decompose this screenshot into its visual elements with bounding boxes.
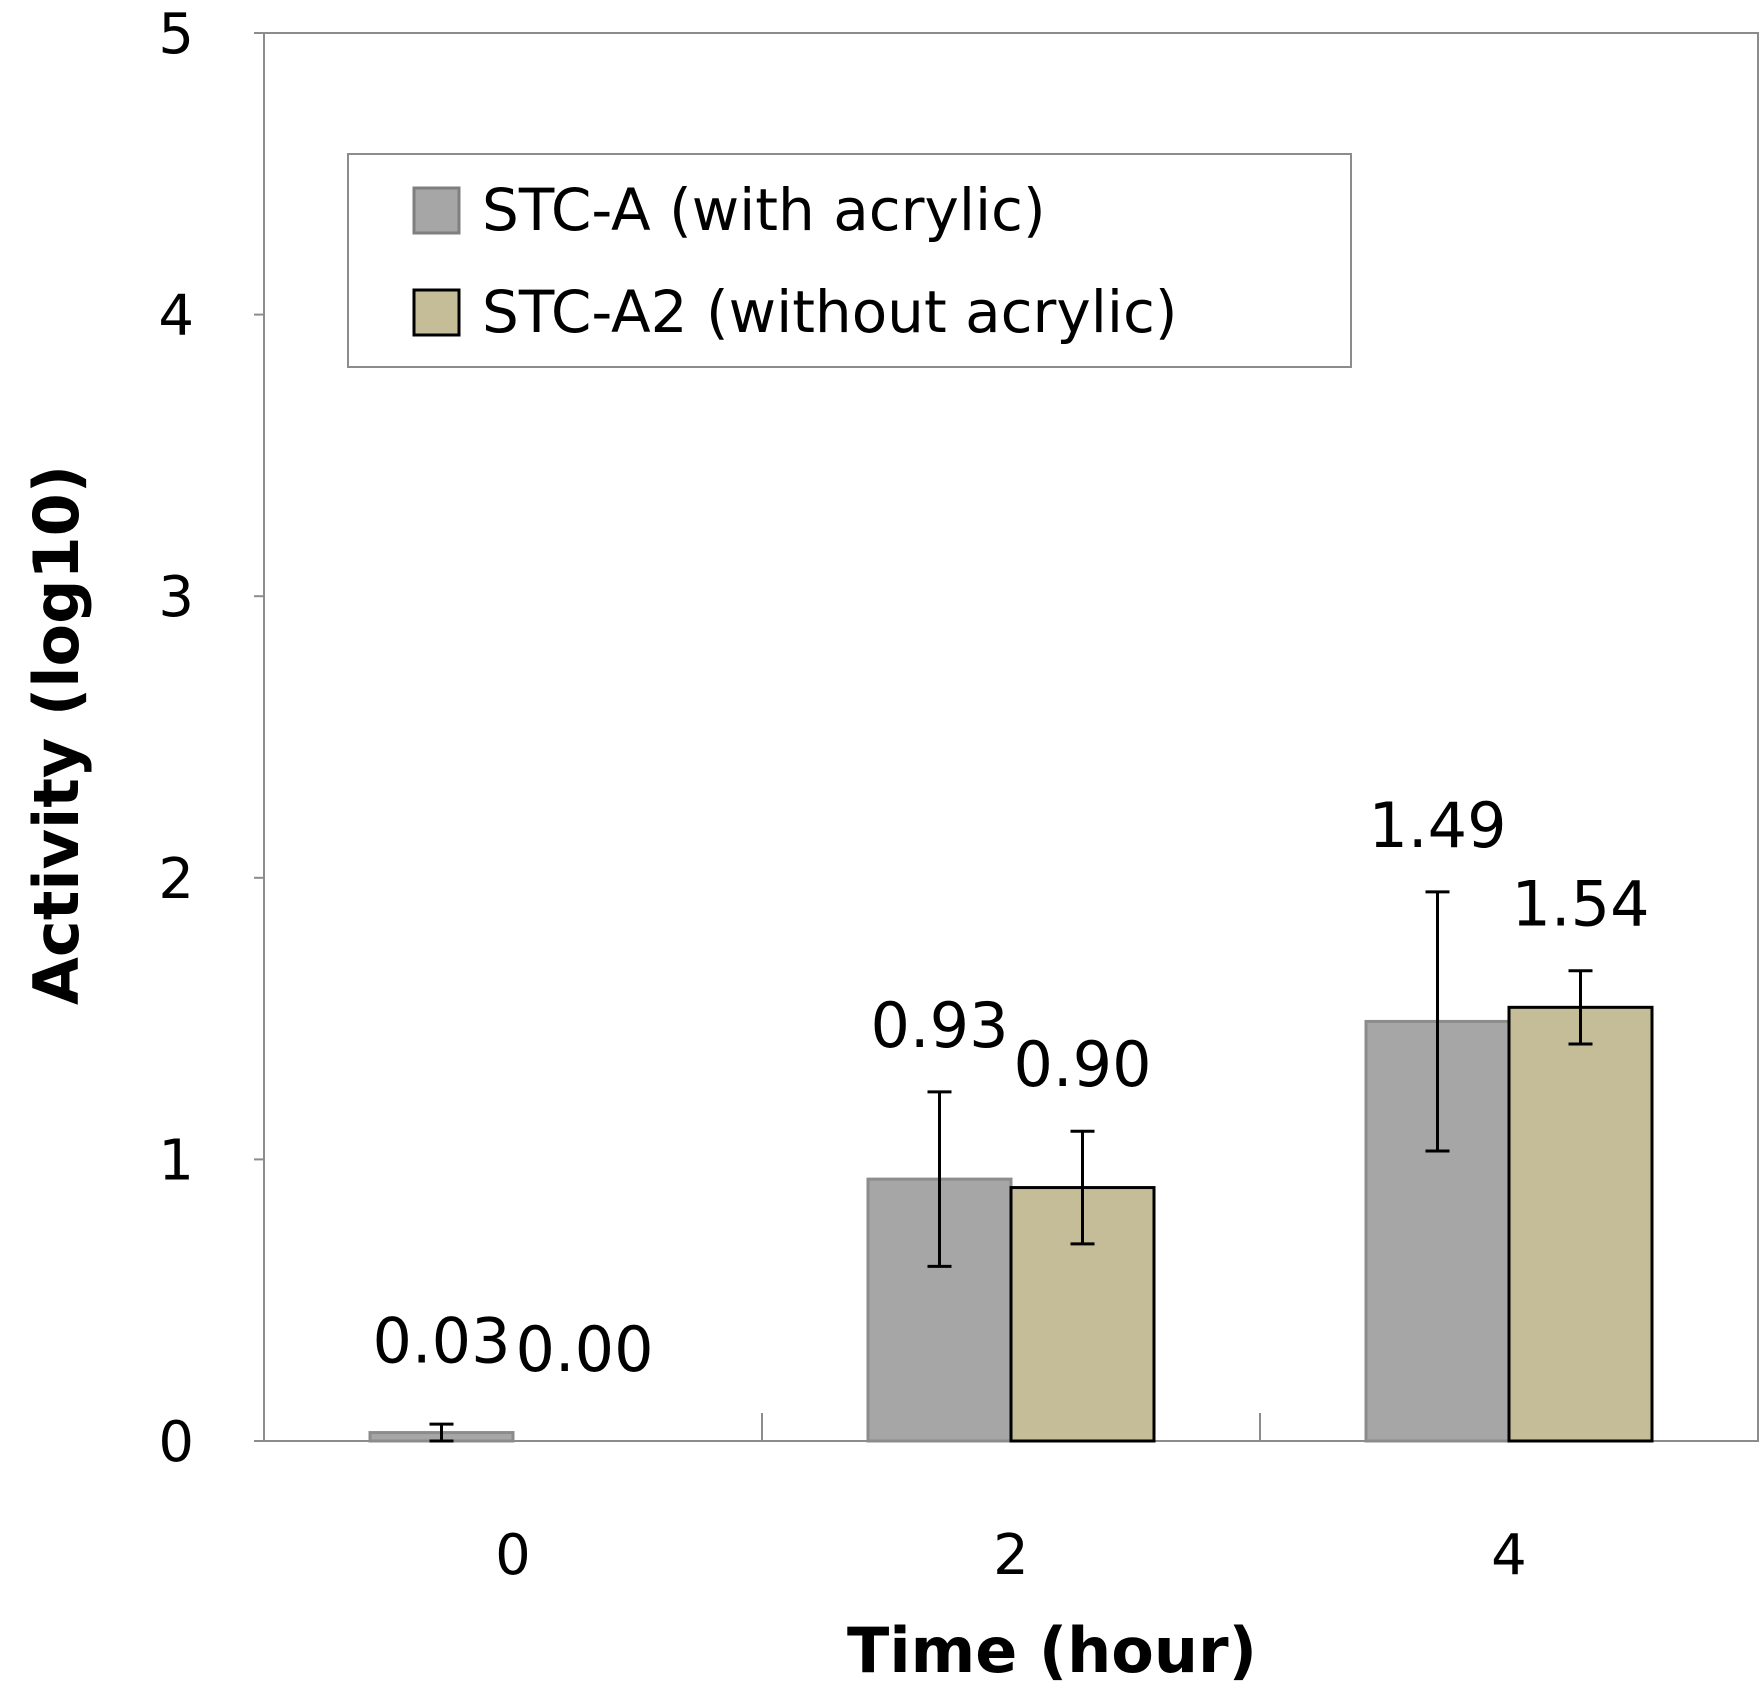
x-axis: 0 2 4	[495, 1413, 1527, 1588]
data-label: 0.90	[1013, 1028, 1151, 1101]
data-labels-group: 0.03 0.93 1.49 0.00 0.90 1.54	[372, 789, 1649, 1386]
x-tick-label: 0	[495, 1523, 531, 1588]
x-tick-label: 4	[1491, 1523, 1527, 1588]
data-label: 1.49	[1368, 789, 1506, 862]
legend-label-stc-a2: STC-A2 (without acrylic)	[482, 278, 1177, 346]
y-tick-label: 4	[158, 284, 194, 349]
data-label: 0.03	[372, 1305, 510, 1378]
x-tick-label: 2	[993, 1523, 1029, 1588]
legend-swatch-stc-a2	[412, 288, 461, 337]
error-bars-group	[429, 890, 1593, 1443]
y-axis-title: Activity (log10)	[20, 465, 93, 1005]
legend-box	[347, 153, 1352, 368]
y-tick-label: 5	[158, 2, 194, 67]
x-axis-title: Time (hour)	[847, 1614, 1257, 1687]
y-tick-label: 1	[158, 1128, 194, 1193]
legend-label-stc-a: STC-A (with acrylic)	[482, 176, 1046, 244]
y-tick-label: 2	[158, 847, 194, 912]
bar	[1507, 1005, 1654, 1443]
legend-swatch-stc-a	[412, 186, 461, 235]
y-tick-label: 0	[158, 1410, 194, 1475]
data-label: 1.54	[1511, 868, 1649, 941]
legend: STC-A (with acrylic) STC-A2 (without acr…	[347, 153, 1352, 368]
data-label: 0.93	[870, 989, 1008, 1062]
y-tick-label: 3	[158, 565, 194, 630]
data-label: 0.00	[515, 1313, 653, 1386]
y-axis: 0 1 2 3 4 5	[158, 2, 264, 1475]
